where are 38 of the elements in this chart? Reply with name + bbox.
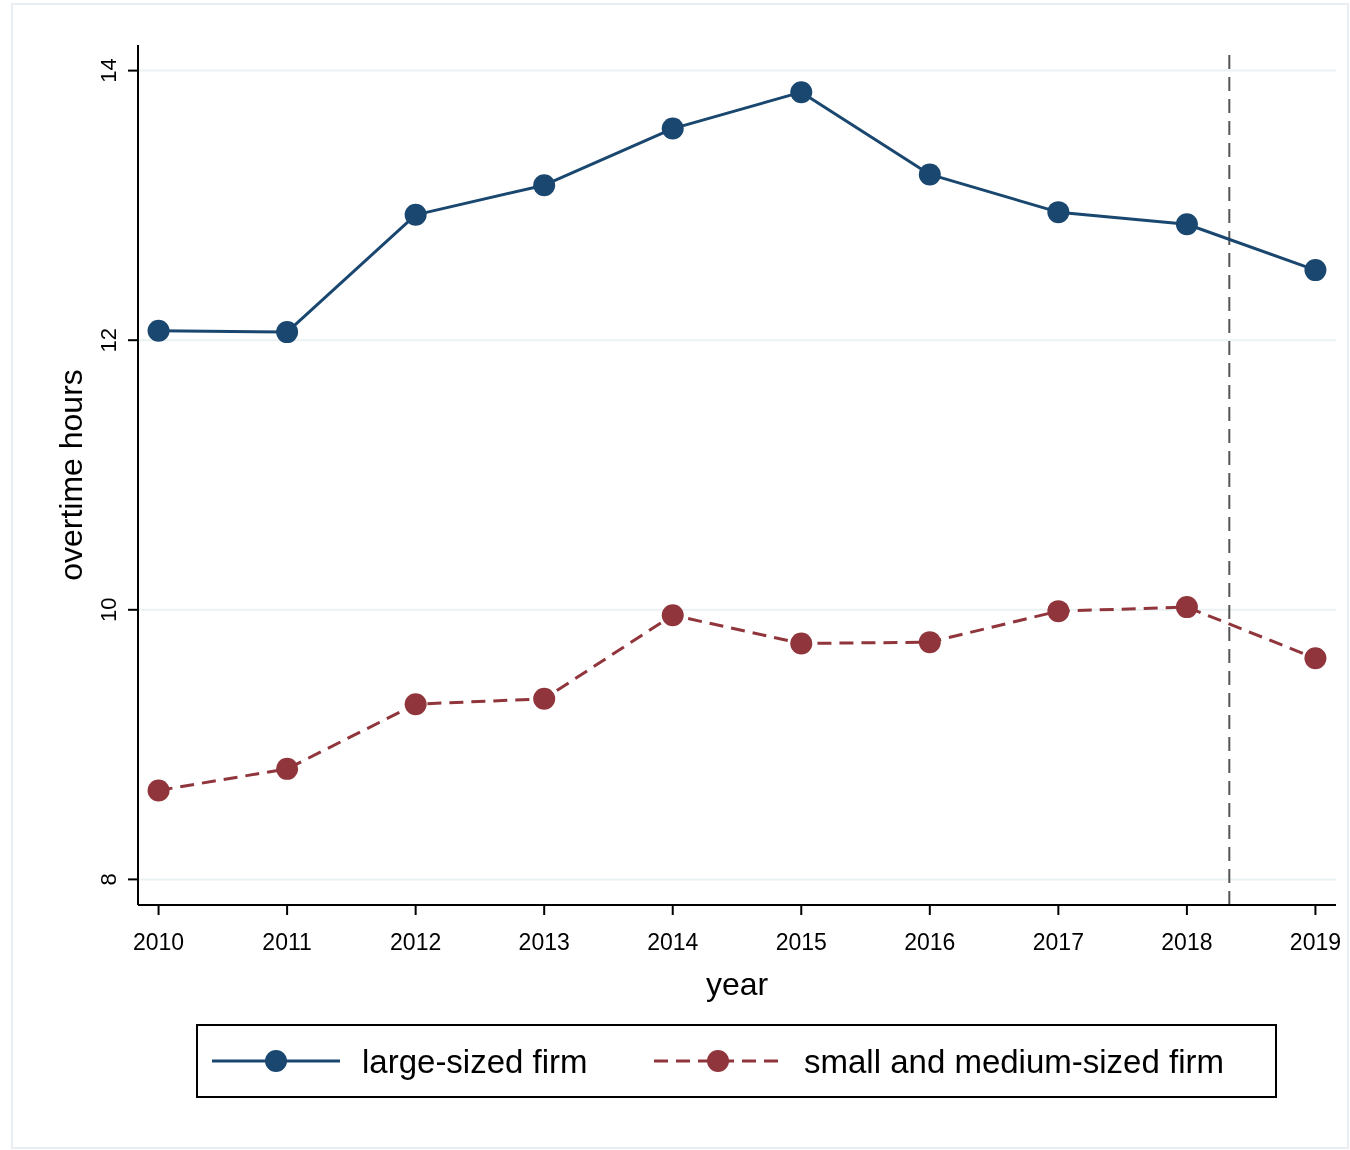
point: [918, 631, 941, 654]
x-tick-label: 2016: [904, 929, 956, 955]
legend-label: large-sized firm: [362, 1043, 588, 1080]
point: [1047, 600, 1070, 623]
x-tick-label: 2019: [1289, 929, 1342, 955]
y-tick-label: 12: [96, 327, 121, 353]
y-axis-title: overtime hours: [53, 369, 89, 581]
x-tick-label: 2013: [518, 929, 570, 955]
x-tick-label: 2011: [262, 929, 312, 955]
y-tick-label: 14: [96, 58, 121, 83]
x-tick-label: 2012: [390, 929, 442, 955]
legend-label: small and medium-sized firm: [804, 1043, 1224, 1080]
x-tick-label: 2010: [132, 929, 185, 955]
point: [404, 693, 427, 716]
point: [276, 321, 299, 344]
x-tick-label: 2015: [775, 929, 827, 955]
point: [404, 203, 427, 226]
point: [1175, 596, 1198, 619]
point: [147, 319, 170, 342]
point: [1047, 201, 1070, 224]
point: [276, 757, 299, 780]
point: [533, 174, 556, 197]
x-tick-label: 2017: [1032, 929, 1084, 955]
point: [918, 163, 941, 186]
point: [790, 632, 813, 655]
point: [1304, 647, 1327, 670]
point: [661, 604, 684, 627]
point: [1304, 259, 1327, 282]
x-axis-title: year: [705, 966, 769, 1002]
y-tick-label: 8: [96, 873, 121, 886]
x-tick-label: 2018: [1161, 929, 1213, 955]
point: [147, 779, 170, 802]
point: [661, 117, 684, 140]
point: [533, 687, 556, 710]
x-tick-label: 2014: [647, 929, 699, 955]
point: [1175, 213, 1198, 236]
point: [790, 81, 813, 104]
y-tick-label: 10: [96, 597, 121, 623]
